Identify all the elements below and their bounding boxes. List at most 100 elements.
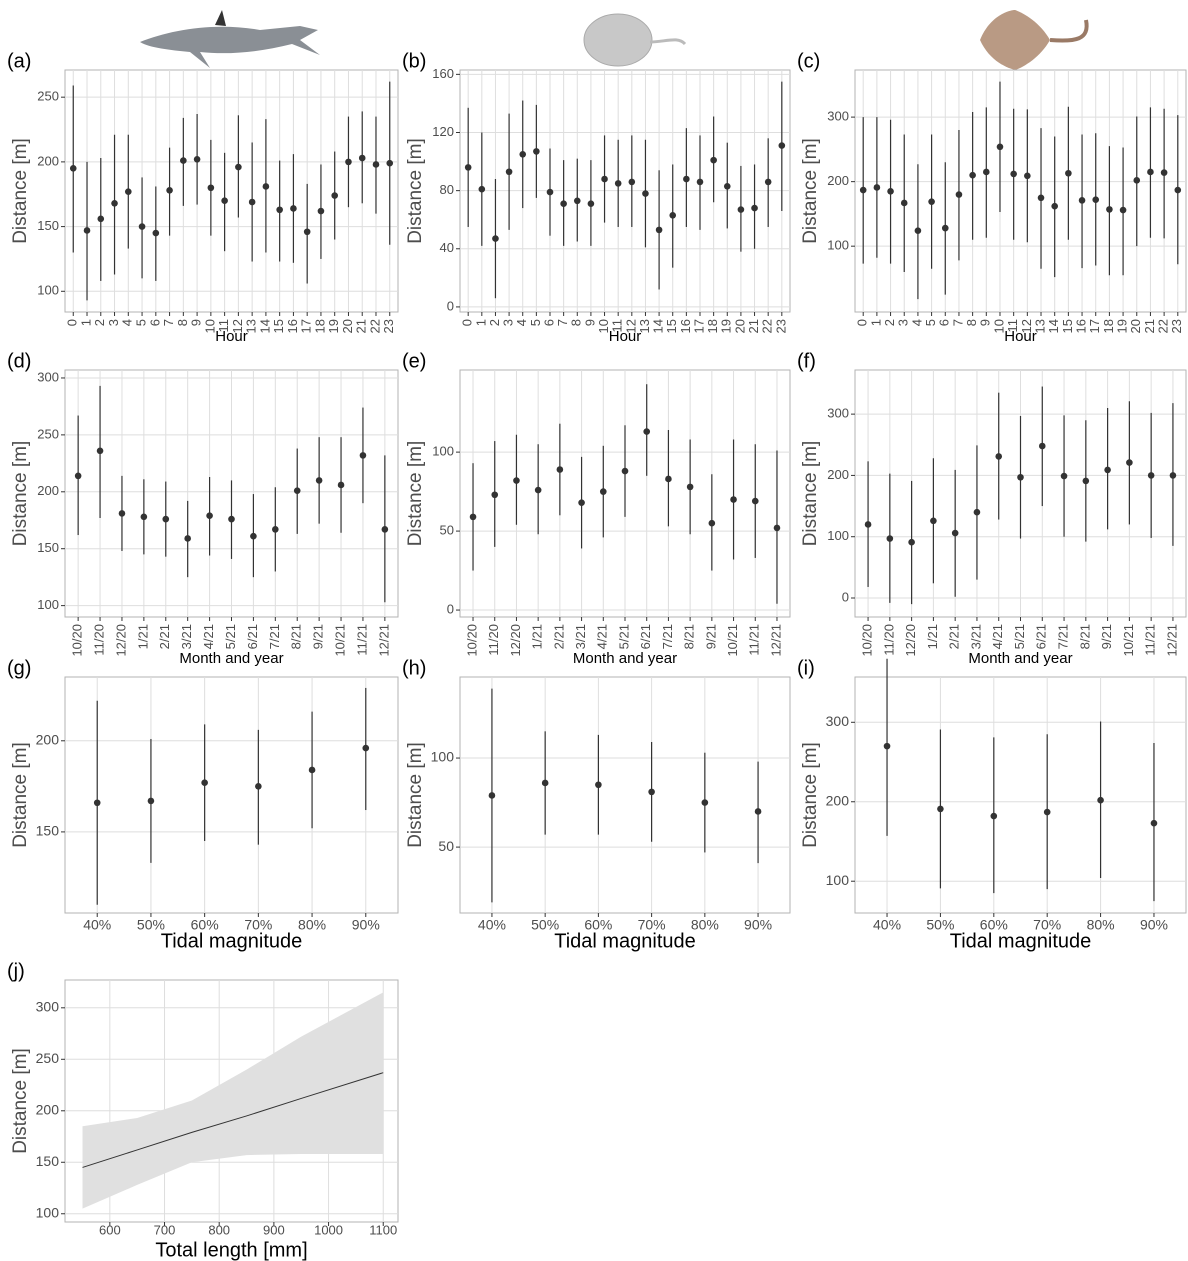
point <box>973 508 981 516</box>
y-axis-title: Distance [m] <box>405 441 426 547</box>
x-tick-label: 13 <box>244 319 259 333</box>
panel-label: (a) <box>7 50 31 72</box>
point <box>683 175 690 183</box>
point <box>621 467 629 475</box>
point <box>96 447 104 455</box>
x-tick-label: 22 <box>760 319 775 333</box>
y-tick-label: 300 <box>827 406 849 421</box>
x-tick-label: 3 <box>106 319 121 326</box>
point <box>272 526 279 533</box>
point <box>74 472 82 480</box>
point <box>914 227 922 234</box>
point <box>184 535 191 542</box>
point <box>546 188 554 196</box>
point <box>595 781 602 789</box>
point <box>1150 819 1158 827</box>
x-tick-label: 2/21 <box>551 624 566 649</box>
point <box>655 226 663 234</box>
x-tick-label: 10 <box>991 319 1006 333</box>
panel-label: (e) <box>402 350 426 372</box>
y-tick-label: 150 <box>36 823 60 839</box>
point <box>710 156 717 164</box>
point <box>221 197 228 205</box>
point <box>887 188 894 195</box>
point <box>859 186 867 194</box>
panel-label: (g) <box>7 657 31 679</box>
x-tick-label: 15 <box>271 319 286 333</box>
y-tick-label: 250 <box>36 1050 60 1066</box>
point <box>587 200 595 208</box>
x-tick-label: 12 <box>230 319 245 333</box>
point <box>723 182 731 190</box>
y-axis-title: Distance [m] <box>405 138 426 244</box>
x-axis-title: Tidal magnitude <box>554 930 696 952</box>
x-tick-label: 8/21 <box>682 624 697 649</box>
x-tick-label: 90% <box>744 917 772 933</box>
y-tick-label: 100 <box>827 528 849 543</box>
x-tick-label: 60% <box>980 917 1008 933</box>
point <box>533 148 540 155</box>
point <box>930 517 937 525</box>
point <box>519 151 527 158</box>
x-tick-label: 1/21 <box>530 624 545 649</box>
point <box>362 744 370 752</box>
x-tick-label: 90% <box>1140 917 1168 933</box>
point <box>1037 194 1045 202</box>
point <box>928 198 935 205</box>
point <box>1147 168 1154 176</box>
y-tick-label: 250 <box>37 89 59 104</box>
point <box>1119 206 1127 214</box>
y-tick-label: 300 <box>36 999 60 1015</box>
x-tick-label: 60% <box>191 917 219 933</box>
x-tick-label: 6 <box>541 319 556 326</box>
point <box>643 428 651 435</box>
point <box>248 198 256 206</box>
x-tick-label: 800 <box>208 1222 230 1237</box>
x-tick-label: 50% <box>926 917 954 933</box>
x-tick-label: 4/21 <box>595 624 610 649</box>
x-tick-label: 11/20 <box>91 624 106 656</box>
x-tick-label: 19 <box>1115 319 1130 333</box>
panel-label: (h) <box>402 657 426 679</box>
x-tick-label: 0 <box>460 319 475 326</box>
x-tick-label: 7 <box>555 319 570 326</box>
y-axis-title: Distance [m] <box>10 742 31 848</box>
x-tick-label: 11/20 <box>881 624 896 656</box>
x-axis-title: Total length [mm] <box>155 1239 307 1261</box>
point <box>372 161 380 168</box>
x-tick-label: 80% <box>691 917 719 933</box>
panel: 50 100 (h) Distance [m] Tidal magnitude 40% 50… <box>402 657 791 952</box>
x-tick-label: 80% <box>298 917 326 933</box>
x-tick-label: 10/21 <box>725 624 740 657</box>
x-axis-title: Tidal magnitude <box>161 930 303 952</box>
x-tick-label: 12 <box>623 319 638 333</box>
point <box>140 513 148 521</box>
x-tick-label: 50% <box>137 917 165 933</box>
x-tick-label: 19 <box>326 319 341 333</box>
point <box>331 192 339 199</box>
x-tick-label: 8 <box>569 319 584 326</box>
x-tick-label: 16 <box>678 319 693 333</box>
x-tick-label: 4 <box>514 319 529 326</box>
point <box>315 477 323 484</box>
x-tick-label: 23 <box>773 319 788 333</box>
y-tick-label: 250 <box>37 426 59 441</box>
x-tick-label: 5 <box>133 319 148 326</box>
panel-label: (c) <box>797 50 820 72</box>
y-tick-label: 100 <box>37 597 59 612</box>
y-tick-label: 200 <box>36 731 60 747</box>
x-tick-label: 7/21 <box>1055 624 1070 649</box>
y-tick-label: 200 <box>827 467 849 482</box>
y-tick-label: 40 <box>440 240 454 255</box>
x-tick-label: 1/21 <box>925 624 940 649</box>
x-tick-label: 18 <box>705 319 720 333</box>
point <box>708 519 716 527</box>
point <box>951 529 959 537</box>
y-axis-title: Distance [m] <box>10 1048 31 1154</box>
x-tick-label: 14 <box>1046 319 1061 333</box>
x-tick-label: 12/21 <box>376 624 391 657</box>
x-tick-label: 40% <box>873 917 901 933</box>
x-tick-label: 9 <box>189 319 204 326</box>
point <box>317 207 325 215</box>
